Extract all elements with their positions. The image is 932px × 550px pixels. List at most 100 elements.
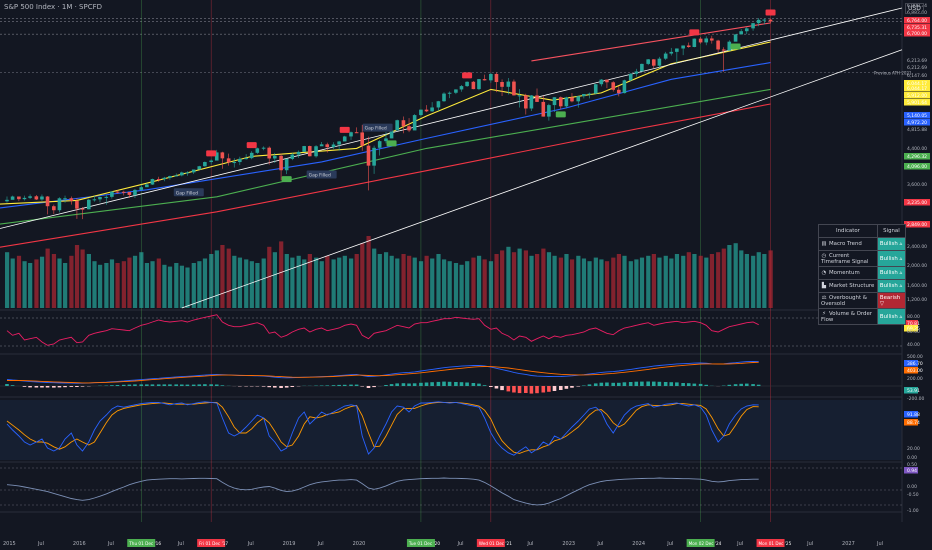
candle <box>669 51 674 54</box>
candle <box>698 38 703 43</box>
price-axis-label: 6,213.69 <box>907 58 927 64</box>
chart-title: S&P 500 Index · 1M · SPCFD <box>4 3 103 11</box>
rsi-line <box>6 314 759 346</box>
candles-layer <box>5 18 773 220</box>
macd-hist-bar <box>272 386 277 388</box>
volume-bar <box>185 267 190 308</box>
macd-hist-bar <box>407 383 411 386</box>
volume-bar <box>576 255 581 308</box>
volume-bar <box>424 255 429 308</box>
volume-bar <box>57 258 62 308</box>
price-axis-label: 4,972.20 <box>907 120 927 126</box>
macd-hist-bar <box>500 386 504 391</box>
volume-bar <box>622 255 627 308</box>
candle <box>517 95 522 97</box>
candle <box>22 197 27 200</box>
price-tag <box>904 112 930 119</box>
candle <box>576 96 581 102</box>
time-marker: Tue 01 Dec '20 <box>406 539 440 547</box>
buy-signal <box>281 176 292 183</box>
volume-bar <box>377 254 382 308</box>
volume-bar <box>727 245 732 308</box>
osc-axis-label: 0.00 <box>907 484 917 490</box>
indicator-name: Volume & Order Flow <box>821 310 872 323</box>
macd-hist-bar <box>150 384 155 386</box>
indicator-header: Indicator <box>818 224 878 238</box>
volume-bar <box>45 248 50 308</box>
volume-bar <box>436 254 441 308</box>
chart-icon: ▤ <box>821 241 827 247</box>
indicator-name: Macro Trend <box>829 241 862 247</box>
macd-hist-bar <box>651 381 656 386</box>
signal-badge: Bullish ▵ <box>876 266 907 280</box>
volume-bar <box>739 250 744 308</box>
volume-bar <box>686 252 691 308</box>
volume-bar <box>10 258 15 308</box>
volume-bar <box>174 263 179 308</box>
macd-hist-bar <box>582 385 586 386</box>
volume-bar <box>115 263 120 308</box>
candle <box>366 145 371 166</box>
volume-bar <box>395 258 400 308</box>
time-tick: 2019 <box>283 541 296 547</box>
volume-bar <box>80 249 85 308</box>
time-tick: 2015 <box>3 541 16 547</box>
macd-hist-bar <box>162 384 167 386</box>
macd-hist-bar <box>669 382 674 386</box>
volume-bar <box>150 261 155 308</box>
macd-hist-bar <box>69 386 74 387</box>
candle <box>634 71 639 74</box>
macd-hist-bar <box>686 383 691 386</box>
currency-badge[interactable]: USD <box>905 3 924 14</box>
mfi-line <box>6 477 759 506</box>
macd-hist-bar <box>739 383 743 386</box>
volume-bar <box>331 259 336 308</box>
macd-hist-bar <box>489 386 493 387</box>
volume-bar <box>92 261 97 308</box>
candle <box>104 196 109 198</box>
table-row: ▙ Market Structure Bullish ▵ <box>818 279 907 293</box>
volume-bar <box>284 254 289 308</box>
macd-hist-bar <box>681 383 685 386</box>
gap-filled-box <box>362 123 393 132</box>
macd-hist-bar <box>290 386 295 387</box>
price-tag <box>904 24 930 31</box>
sell-signal <box>765 9 776 16</box>
volume-bar <box>127 257 132 308</box>
macd-hist-bar <box>5 384 9 386</box>
volume-bar <box>500 250 505 308</box>
price-tag <box>904 80 930 87</box>
macd-hist-bar <box>279 386 283 388</box>
price-axis-label: 6,147.60 <box>907 73 927 79</box>
price-axis-label: 1,600.00 <box>907 283 927 289</box>
candle <box>284 158 289 171</box>
macd-hist-bar <box>657 381 662 386</box>
macd-hist-bar <box>599 382 604 386</box>
volume-bar <box>611 257 616 308</box>
time-marker: Mon 01 Dec '25 <box>756 539 792 547</box>
volume-layer <box>4 236 773 308</box>
volume-bar <box>599 259 604 308</box>
volume-bar <box>249 261 254 308</box>
osc-tag <box>904 320 918 327</box>
volume-bar <box>16 255 22 308</box>
candle <box>57 198 62 211</box>
gap-filled-box <box>306 170 337 179</box>
table-row: ◷ Current Timeframe Signal Bullish ▵ <box>818 250 907 267</box>
volume-bar <box>290 257 295 308</box>
candle <box>663 53 668 59</box>
candle <box>121 191 126 193</box>
scale-icon: ⚖ <box>821 294 827 301</box>
price-tag <box>904 85 930 92</box>
volume-bar <box>220 245 225 308</box>
candle <box>360 132 364 146</box>
volume-bar <box>104 263 109 308</box>
candle <box>28 196 32 198</box>
osc-axis-label: 91.88 <box>907 412 920 418</box>
volume-bar <box>296 255 301 308</box>
candle <box>63 198 67 200</box>
osc-axis-label: 0.00 <box>907 455 917 461</box>
price-axis-label: 5,912.00 <box>907 93 927 99</box>
price-axis-label: 6,212.69 <box>907 65 927 71</box>
